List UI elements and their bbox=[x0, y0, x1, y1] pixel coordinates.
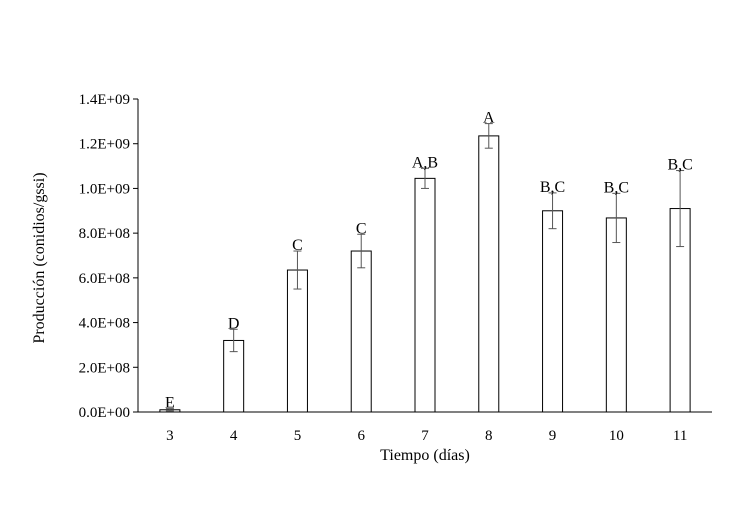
y-tick-label: 0.0E+00 bbox=[79, 405, 130, 421]
x-tick-label: 4 bbox=[230, 428, 238, 444]
x-tick-label: 7 bbox=[421, 428, 429, 444]
bar bbox=[478, 135, 500, 413]
x-ticks-group: 3 4 5 6 7 8 9 10 11 bbox=[166, 428, 687, 444]
significance-label: C bbox=[356, 220, 367, 237]
significance-label: B,C bbox=[667, 157, 692, 174]
y-tick-label: 8.0E+08 bbox=[79, 226, 130, 242]
x-tick-label: 10 bbox=[609, 428, 624, 444]
x-tick-label: 9 bbox=[549, 428, 557, 444]
y-tick-label: 1.2E+09 bbox=[79, 137, 130, 153]
x-tick-label: 6 bbox=[357, 428, 365, 444]
significance-labels-group: E D C C A,B A B,C B,C B,C bbox=[165, 110, 693, 412]
y-tick-label: 2.0E+08 bbox=[79, 360, 130, 376]
y-tick-label: 1.4E+09 bbox=[79, 92, 130, 108]
x-axis-title: Tiempo (días) bbox=[380, 447, 470, 464]
bar bbox=[414, 177, 436, 413]
y-axis-title: Producción (conidios/gssi) bbox=[31, 172, 48, 343]
y-tick-label: 6.0E+08 bbox=[79, 271, 130, 287]
x-tick-label: 8 bbox=[485, 428, 493, 444]
significance-label: B,C bbox=[540, 179, 565, 196]
x-tick-label: 5 bbox=[294, 428, 302, 444]
bar bbox=[350, 250, 372, 413]
significance-label: B,C bbox=[604, 179, 629, 196]
y-ticks-group: 0.0E+00 2.0E+08 4.0E+08 6.0E+08 8.0E+08 1.0E+… bbox=[79, 92, 138, 421]
y-tick-label: 1.0E+09 bbox=[79, 181, 130, 197]
bar bbox=[286, 269, 308, 413]
significance-label: A,B bbox=[412, 154, 438, 171]
x-tick-label: 3 bbox=[166, 428, 174, 444]
bars-group bbox=[159, 135, 691, 413]
significance-label: A bbox=[483, 110, 495, 127]
significance-label: E bbox=[165, 395, 175, 412]
bar bbox=[605, 217, 627, 413]
y-tick-label: 4.0E+08 bbox=[79, 316, 130, 332]
significance-label: D bbox=[228, 315, 240, 332]
bar bbox=[542, 210, 564, 413]
x-tick-label: 11 bbox=[673, 428, 687, 444]
significance-label: C bbox=[292, 237, 303, 254]
error-bars-group bbox=[165, 123, 685, 412]
